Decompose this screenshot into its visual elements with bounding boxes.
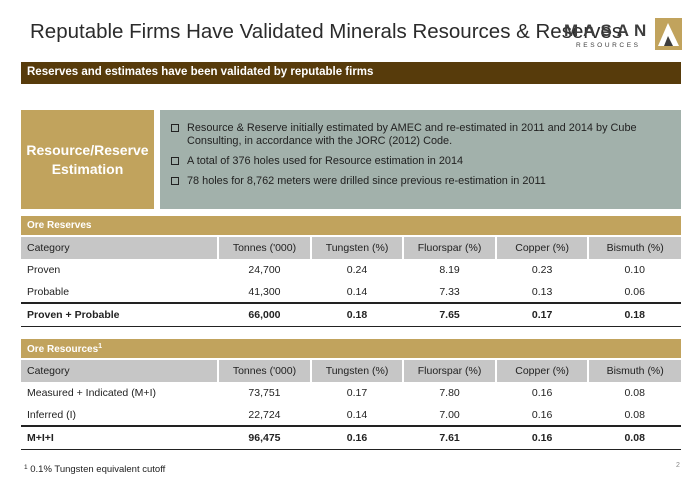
footnote-text: 0.1% Tungsten equivalent cutoff xyxy=(27,464,166,475)
bullet-text: Resource & Reserve initially estimated b… xyxy=(187,122,637,147)
table-cell: 0.16 xyxy=(531,387,553,399)
table-cell: 0.08 xyxy=(624,408,645,421)
table-cell: 22,724 xyxy=(248,408,281,421)
bullet-text: 78 holes for 8,762 meters were drilled s… xyxy=(187,175,546,187)
column-header: Tungsten (%) xyxy=(309,237,404,259)
table-cell: 0.18 xyxy=(588,302,681,327)
ore-reserves-table: Category Tonnes ('000) Tungsten (%) Fluo… xyxy=(21,237,681,327)
table-cell: 66,000 xyxy=(218,302,311,327)
ore-resources-table: Category Tonnes ('000) Tungsten (%) Fluo… xyxy=(21,360,681,450)
table-row: Probable 41,300 0.14 7.33 0.13 0.06 xyxy=(21,281,681,303)
checkbox-bullet-icon xyxy=(171,124,179,132)
column-header: Copper (%) xyxy=(494,237,589,259)
table-cell: 0.08 xyxy=(624,387,645,399)
table-cell: 8.19 xyxy=(439,264,460,276)
table-cell: Proven xyxy=(27,264,61,276)
logo-subtitle: RESOURCES xyxy=(576,42,641,49)
table-cell: Inferred (I) xyxy=(27,408,77,421)
column-header: Tonnes ('000) xyxy=(217,237,311,259)
table-cell: 24,700 xyxy=(248,264,281,276)
column-header: Tungsten (%) xyxy=(309,360,404,382)
column-header: Copper (%) xyxy=(494,360,589,382)
table-cell: 0.08 xyxy=(588,425,681,450)
estimation-label: Resource/Reserve Estimation xyxy=(26,141,149,177)
bullet-text: A total of 376 holes used for Resource e… xyxy=(187,155,464,167)
table-cell: 0.10 xyxy=(624,264,645,276)
checkbox-bullet-icon xyxy=(171,157,179,165)
estimation-label-box: Resource/Reserve Estimation xyxy=(21,110,154,209)
footnote-marker: 1 xyxy=(24,464,28,471)
table-total-row: M+I+I 96,475 0.16 7.61 0.16 0.08 xyxy=(21,425,681,450)
table-cell: 0.24 xyxy=(346,264,368,276)
table-cell: 7.65 xyxy=(403,302,496,327)
estimation-bullets: Resource & Reserve initially estimated b… xyxy=(160,110,681,209)
table-cell: 0.14 xyxy=(346,408,368,421)
table-cell: 0.16 xyxy=(495,425,589,450)
table-header-row: Category Tonnes ('000) Tungsten (%) Fluo… xyxy=(21,237,681,259)
column-header: Category xyxy=(21,360,219,382)
checkbox-bullet-icon xyxy=(171,177,179,185)
table-cell: 0.06 xyxy=(624,285,645,298)
ore-reserves-heading: Ore Reserves xyxy=(21,216,681,235)
table-cell: 7.33 xyxy=(439,285,460,298)
table-cell: 0.23 xyxy=(531,264,553,276)
table-cell: 73,751 xyxy=(248,387,281,399)
table-cell: 0.16 xyxy=(531,408,553,421)
company-logo: MASAN RESOURCES xyxy=(564,18,682,54)
table-cell: Measured + Indicated (M+I) xyxy=(27,387,156,399)
table-cell: M+I+I xyxy=(21,425,219,450)
footnote: 1 0.1% Tungsten equivalent cutoff xyxy=(24,464,165,475)
table-cell: 0.13 xyxy=(531,285,553,298)
table-row: Inferred (I) 22,724 0.14 7.00 0.16 0.08 xyxy=(21,404,681,426)
table-cell: 0.17 xyxy=(495,302,589,327)
subtitle-banner: Reserves and estimates have been validat… xyxy=(21,62,681,84)
mountain-logo-icon xyxy=(655,18,682,50)
column-header: Fluorspar (%) xyxy=(402,360,496,382)
column-header: Fluorspar (%) xyxy=(402,237,496,259)
column-header: Category xyxy=(21,237,219,259)
bullet-item: A total of 376 holes used for Resource e… xyxy=(171,155,671,168)
column-header: Bismuth (%) xyxy=(587,237,681,259)
table-cell: Proven + Probable xyxy=(21,302,219,327)
table-cell: Probable xyxy=(27,285,70,298)
table-cell: 41,300 xyxy=(248,285,281,298)
table-cell: 7.80 xyxy=(439,387,460,399)
column-header: Tonnes ('000) xyxy=(217,360,311,382)
table-cell: 0.16 xyxy=(310,425,404,450)
table-cell: 0.18 xyxy=(310,302,404,327)
table-cell: 0.14 xyxy=(346,285,368,298)
table-cell: 7.61 xyxy=(403,425,496,450)
bullet-item: Resource & Reserve initially estimated b… xyxy=(171,122,671,148)
table-cell: 7.00 xyxy=(439,408,460,421)
page-number: 2 xyxy=(676,462,680,469)
page-title: Reputable Firms Have Validated Minerals … xyxy=(30,20,623,43)
logo-wordmark: MASAN xyxy=(564,21,652,40)
table-row: Proven 24,700 0.24 8.19 0.23 0.10 xyxy=(21,259,681,281)
table-row: Measured + Indicated (M+I) 73,751 0.17 7… xyxy=(21,382,681,404)
table-total-row: Proven + Probable 66,000 0.18 7.65 0.17 … xyxy=(21,302,681,327)
footnote-marker: 1 xyxy=(98,343,103,350)
column-header: Bismuth (%) xyxy=(587,360,681,382)
ore-resources-heading: Ore Resources1 xyxy=(21,339,681,358)
table-cell: 0.17 xyxy=(346,387,368,399)
ore-reserves-heading-text: Ore Reserves xyxy=(27,220,92,231)
ore-resources-heading-text: Ore Resources xyxy=(27,344,99,355)
table-header-row: Category Tonnes ('000) Tungsten (%) Fluo… xyxy=(21,360,681,382)
bullet-item: 78 holes for 8,762 meters were drilled s… xyxy=(171,175,671,188)
table-cell: 96,475 xyxy=(218,425,311,450)
